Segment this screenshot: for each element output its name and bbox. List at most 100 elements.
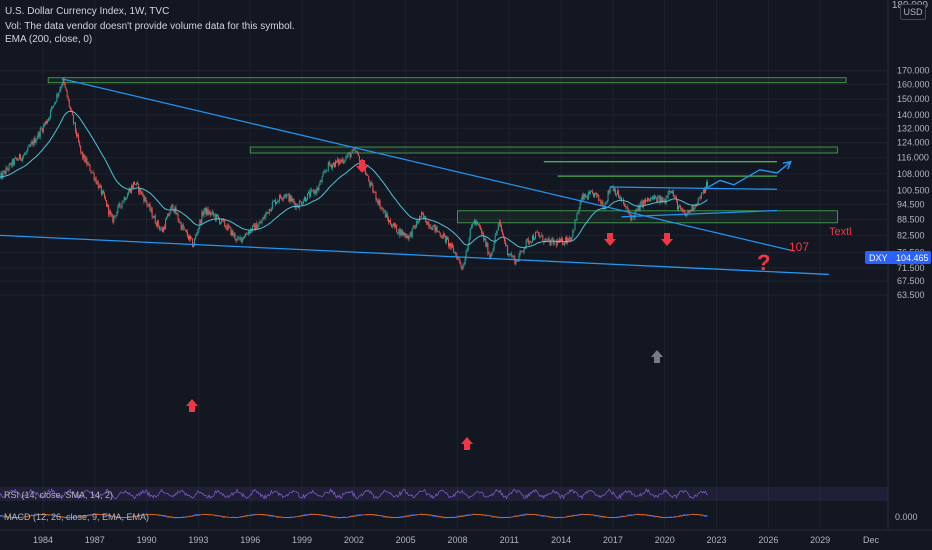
candle-body [208, 211, 210, 215]
candle-body [437, 231, 439, 232]
candle-body [413, 225, 415, 227]
level-107-label: 107 [789, 240, 809, 254]
candle-body [320, 181, 322, 182]
candle-body [342, 159, 344, 163]
candle-body [457, 257, 459, 260]
time-tick-label: 2011 [500, 535, 519, 545]
time-tick-label: 2029 [810, 535, 830, 545]
candle-body [528, 241, 530, 244]
candle-body [37, 132, 39, 138]
candle-body [520, 250, 522, 252]
candle-body [425, 216, 427, 223]
candle-body [678, 206, 680, 210]
candle-body [98, 185, 100, 189]
candle-body [121, 202, 123, 207]
candle-body [298, 201, 300, 209]
candle-body [36, 137, 38, 140]
candle-body [282, 199, 284, 200]
candle-body [405, 233, 407, 238]
candle-body [28, 145, 30, 147]
candle-body [231, 230, 233, 236]
price-tick-label: 140.000 [897, 110, 930, 120]
candle-body [702, 189, 704, 193]
candle-body [181, 224, 183, 230]
candle-body [647, 197, 649, 201]
candle-body [402, 231, 404, 235]
candle-body [503, 236, 505, 242]
candle-body [38, 132, 40, 137]
candle-body [221, 218, 223, 223]
candle-body [661, 197, 663, 203]
candle-body [420, 216, 422, 218]
candle-body [53, 105, 55, 107]
candle-body [310, 190, 312, 197]
candle-body [455, 252, 457, 255]
candle-body [6, 167, 8, 170]
candle-body [46, 120, 48, 124]
candle-body [646, 197, 648, 202]
candle-body [91, 172, 93, 173]
candle-body [530, 241, 532, 243]
candle-body [354, 149, 356, 152]
candle-body [357, 152, 359, 157]
candle-body [266, 212, 268, 213]
candle-body [141, 192, 143, 194]
candle-body [386, 213, 388, 219]
currency-button[interactable]: USD [900, 4, 926, 20]
candle-body [607, 190, 609, 201]
candle-body [329, 165, 331, 166]
candle-body [496, 229, 498, 234]
candle-body [659, 195, 661, 203]
candle-body [356, 151, 358, 153]
chart-title[interactable]: U.S. Dollar Currency Index, 1W, TVC [5, 6, 170, 17]
candle-body [189, 235, 191, 239]
candle-body [569, 237, 571, 242]
candle-body [366, 174, 368, 176]
candle-body [32, 141, 34, 146]
candle-body [275, 202, 277, 205]
ema-legend[interactable]: EMA (200, close, 0) [5, 34, 93, 45]
candle-body [56, 94, 58, 102]
candle-body [599, 200, 601, 201]
candle-body [272, 201, 274, 202]
candle-body [11, 159, 13, 166]
candle-body [355, 151, 357, 153]
candle-body [101, 191, 103, 195]
candle-body [653, 196, 655, 200]
candle-body [5, 167, 7, 175]
candle-body [367, 175, 369, 176]
price-tick-label: 124.000 [897, 138, 930, 148]
candle-body [523, 249, 525, 252]
candle-body [551, 238, 553, 240]
candle-body [521, 251, 523, 252]
candle-body [30, 143, 32, 147]
candle-body [605, 202, 607, 204]
candle-body [252, 225, 254, 231]
candle-body [592, 191, 594, 193]
candle-body [291, 198, 293, 202]
candle-body [596, 192, 598, 196]
trendline [621, 209, 778, 218]
candle-body [542, 234, 544, 242]
candle-body [199, 220, 201, 228]
candle-body [645, 199, 647, 202]
sell-arrow-icon [661, 233, 673, 246]
candle-body [176, 213, 178, 215]
candle-body [635, 209, 637, 212]
time-tick-label: 2020 [655, 535, 675, 545]
candle-body [35, 139, 37, 143]
candle-body [620, 197, 622, 199]
candle-body [579, 203, 581, 209]
price-axis[interactable]: 170.000 160.000 150.000 140.000 132.000 124.0… [897, 66, 930, 300]
candle-body [15, 157, 17, 160]
candle-body [515, 260, 517, 264]
time-axis[interactable]: 1984 1987 1990 1993 1996 1999 2002 2005 2008 2011… [33, 535, 880, 545]
candle-body [621, 197, 623, 200]
candle-body [459, 259, 461, 264]
candle-body [566, 237, 568, 244]
candle-body [186, 231, 188, 237]
candle-body [180, 222, 182, 230]
annotation-labels: 107 Textl ? [757, 226, 852, 275]
candle-body [110, 211, 112, 215]
